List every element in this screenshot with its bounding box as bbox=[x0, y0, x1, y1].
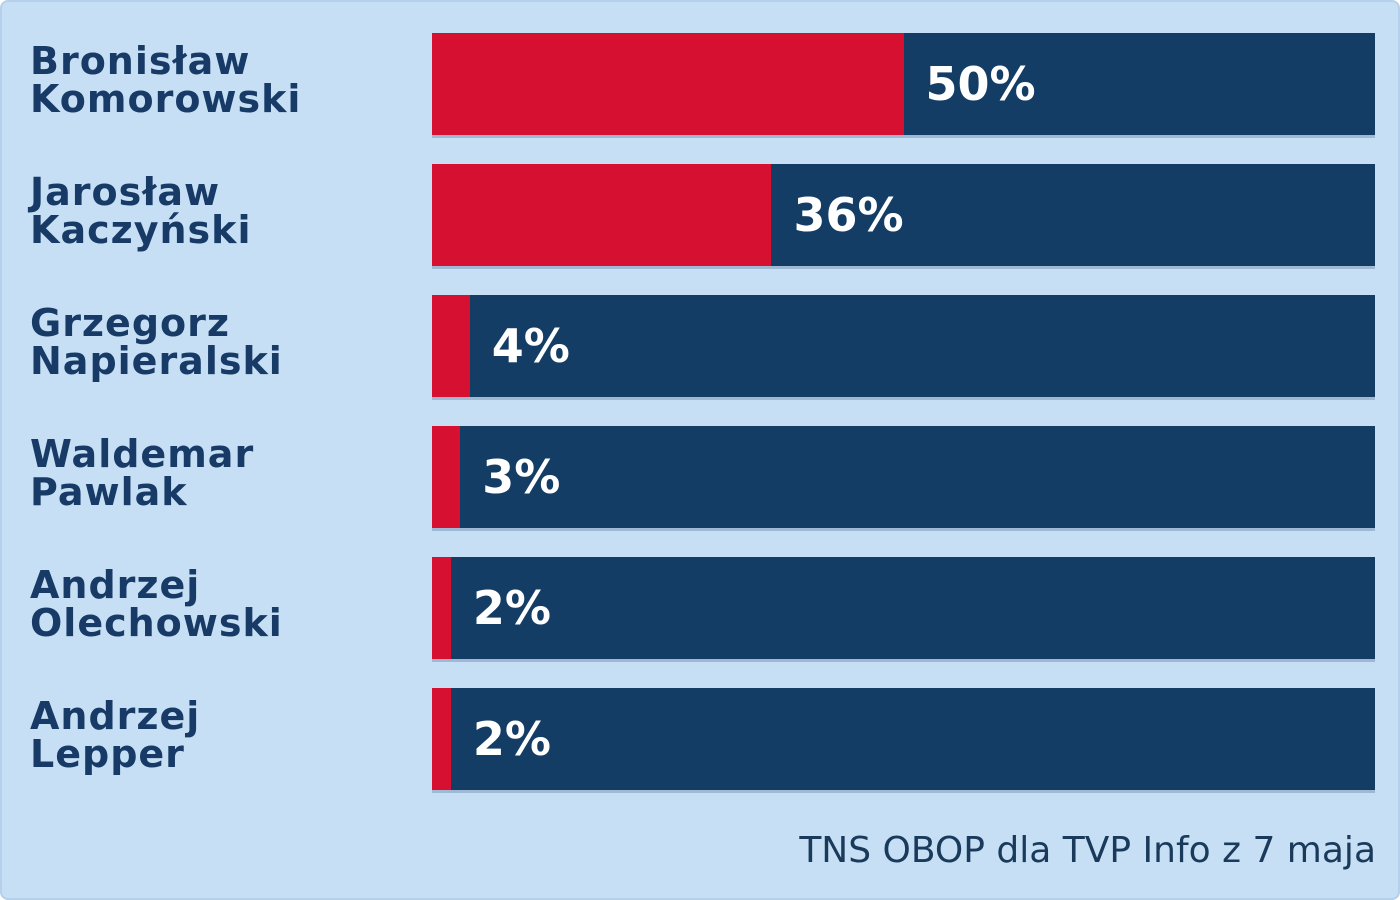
bar-track bbox=[432, 426, 1375, 528]
value-label: 4% bbox=[491, 319, 570, 373]
category-label: Andrzej Olechowski bbox=[30, 563, 283, 645]
value-label: 2% bbox=[472, 581, 551, 635]
category-label: Jarosław Kaczyński bbox=[30, 170, 252, 252]
source-note: TNS OBOP dla TVP Info z 7 maja bbox=[799, 830, 1376, 871]
category-label: Grzegorz Napieralski bbox=[30, 301, 283, 383]
bar bbox=[432, 557, 451, 659]
value-label: 2% bbox=[472, 712, 551, 766]
bar bbox=[432, 295, 470, 397]
category-label: Andrzej Lepper bbox=[30, 694, 201, 776]
bar bbox=[432, 164, 772, 266]
bar-track bbox=[432, 688, 1375, 790]
bar bbox=[432, 688, 451, 790]
value-label: 50% bbox=[925, 57, 1036, 111]
value-label: 3% bbox=[482, 450, 561, 504]
bar bbox=[432, 426, 461, 528]
category-label: Bronisław Komorowski bbox=[30, 39, 302, 121]
category-label: Waldemar Pawlak bbox=[30, 432, 255, 514]
bar-track bbox=[432, 557, 1375, 659]
value-label: 36% bbox=[793, 188, 904, 242]
bar-track bbox=[432, 295, 1375, 397]
bar bbox=[432, 33, 904, 135]
